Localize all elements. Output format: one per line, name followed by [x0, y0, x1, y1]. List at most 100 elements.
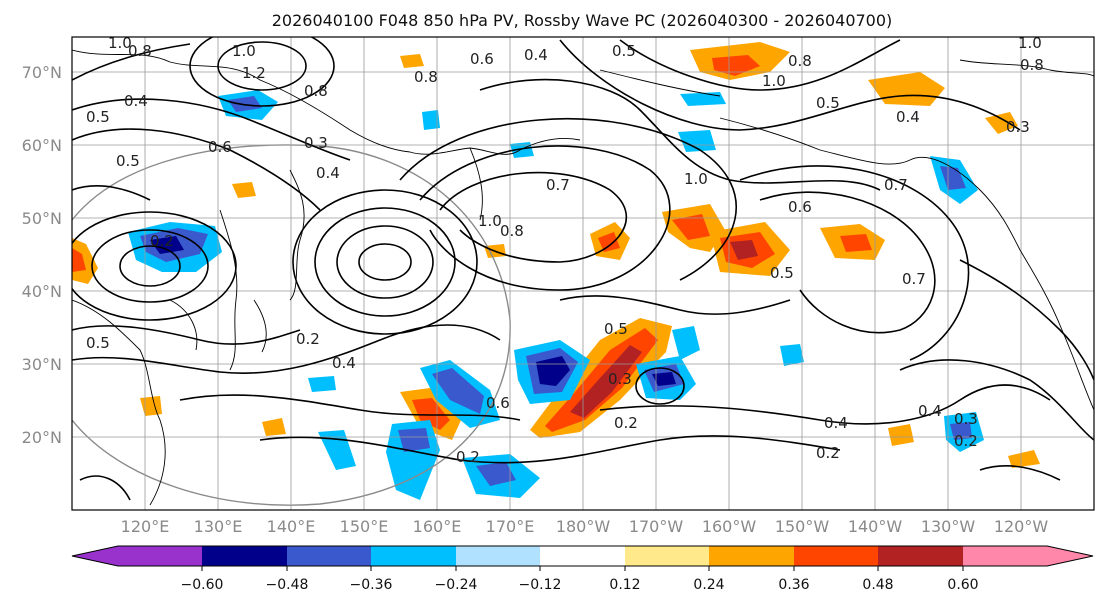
gridlines: [72, 37, 1094, 510]
anomaly-blob: [400, 54, 424, 68]
anomaly-blob: [950, 422, 972, 440]
colorbar-bin: [202, 546, 287, 566]
lat-label: 50°N: [22, 209, 62, 228]
colorbar-tick-label: 0.24: [693, 577, 724, 593]
colorbar-tick-label: −0.24: [435, 577, 478, 593]
pv-contours: [72, 37, 1094, 501]
colorbar-bin: [709, 546, 794, 566]
contour-label: 0.8: [128, 42, 152, 60]
lon-label: 150°E: [340, 517, 389, 536]
lat-label: 40°N: [22, 282, 62, 301]
lat-label: 20°N: [22, 428, 62, 447]
contour-label: 0.4: [524, 46, 548, 64]
contour-label: 0.6: [208, 138, 232, 156]
anomaly-blob: [730, 240, 758, 260]
colorbar-bin: [371, 546, 456, 566]
anomaly-blob: [150, 236, 184, 254]
contour-label: 0.6: [486, 394, 510, 412]
contour-label: 0.2: [816, 444, 840, 462]
lon-label: 130°E: [194, 517, 243, 536]
colorbar-outline: [71, 545, 1094, 567]
lon-label: 180°W: [556, 517, 611, 536]
anomaly-blob: [228, 96, 262, 112]
contour-label: 1.0: [108, 34, 132, 52]
contour-label: 0.2: [456, 448, 480, 466]
contour-label: 0.4: [332, 354, 356, 372]
lon-label: 150°W: [775, 517, 830, 536]
contour-label: 0.8: [500, 222, 524, 240]
contour-label: 0.6: [788, 198, 812, 216]
lon-label: 170°E: [486, 517, 535, 536]
anomaly-blob: [652, 372, 676, 386]
contour-label: 0.3: [954, 410, 978, 428]
contour-labels: 1.0 0.8 1.0 1.2 0.8 0.4 0.5 0.6 0.3 0.5 …: [86, 34, 1044, 466]
anomaly-blob: [678, 130, 716, 152]
contour-label: 0.7: [884, 176, 908, 194]
anomaly-blob: [412, 398, 450, 430]
lat-label: 70°N: [22, 63, 62, 82]
lon-label: 140°W: [848, 517, 903, 536]
anomaly-blob: [888, 424, 914, 446]
contour-label: 0.3: [304, 134, 328, 152]
anomaly-blob: [398, 428, 430, 452]
colorbar-bin: [287, 546, 371, 566]
colorbar-bin: [625, 546, 709, 566]
lat-label: 60°N: [22, 136, 62, 155]
colorbar-tick-label: −0.36: [350, 577, 393, 593]
lon-label: 120°W: [994, 517, 1049, 536]
anomaly-blob: [1008, 450, 1040, 468]
anomaly-blob: [598, 232, 620, 252]
contour-label: 0.5: [86, 334, 110, 352]
map-frame: [71, 36, 1095, 511]
contour-label: 0.8: [1020, 56, 1044, 74]
lon-label: 160°W: [702, 517, 757, 536]
lon-label: 140°E: [267, 517, 316, 536]
anomaly-blob: [840, 234, 872, 252]
contour-label: 0.5: [816, 94, 840, 112]
anomaly-blob: [232, 182, 256, 198]
lat-label: 30°N: [22, 355, 62, 374]
anomaly-blob: [672, 214, 710, 240]
contour-label: 0.8: [304, 82, 328, 100]
colorbar-bin: [878, 546, 963, 566]
anomaly-blob: [672, 326, 700, 360]
colorbar-tick-label: 0.12: [609, 577, 640, 593]
contour-label: 0.5: [604, 320, 628, 338]
contour-label: 0.5: [612, 42, 636, 60]
contour-label: 0.5: [770, 264, 794, 282]
anomaly-blob: [72, 248, 86, 272]
anomaly-blob: [476, 462, 516, 486]
lon-label: 120°E: [121, 517, 170, 536]
colorbar-bin: [794, 546, 878, 566]
anomaly-blob: [712, 55, 760, 76]
colorbar-tick-label: −0.48: [266, 577, 309, 593]
anomaly-blob: [780, 344, 804, 366]
contour-label: 1.0: [478, 212, 502, 230]
lon-label: 170°W: [629, 517, 684, 536]
contour-label: 0.6: [470, 50, 494, 68]
map-title: 2026040100 F048 850 hPa PV, Rossby Wave …: [272, 11, 893, 30]
contour-label: 0.4: [918, 402, 942, 420]
anomaly-blob: [262, 418, 286, 436]
contour-label: 0.8: [414, 68, 438, 86]
longitude-labels: 120°E 130°E 140°E 150°E 160°E 170°E 180°…: [121, 517, 1049, 536]
contour-label: 0.3: [1006, 118, 1030, 136]
contour-label: 0.4: [316, 164, 340, 182]
anomaly-blob: [72, 238, 98, 284]
colorbar-bin: [456, 546, 540, 566]
contour-label: 0.5: [116, 152, 140, 170]
contour-label: 1.0: [1018, 34, 1042, 52]
latitude-labels: 70°N 60°N 50°N 40°N 30°N 20°N: [22, 63, 62, 447]
anomaly-blob: [308, 376, 336, 392]
colorbar-tick-label: 0.60: [947, 577, 978, 593]
colorbar-bin: [540, 546, 625, 566]
colorbar-bin: [963, 546, 1047, 566]
colorbar-extend-low: [72, 546, 118, 566]
contour-label: 0.2: [296, 330, 320, 348]
lon-label: 160°E: [413, 517, 462, 536]
colorbar-tick-label: −0.12: [519, 577, 562, 593]
lon-label: 130°W: [921, 517, 976, 536]
colorbar-tick-label: 0.36: [778, 577, 809, 593]
colorbar-tick-label: 0.48: [862, 577, 893, 593]
